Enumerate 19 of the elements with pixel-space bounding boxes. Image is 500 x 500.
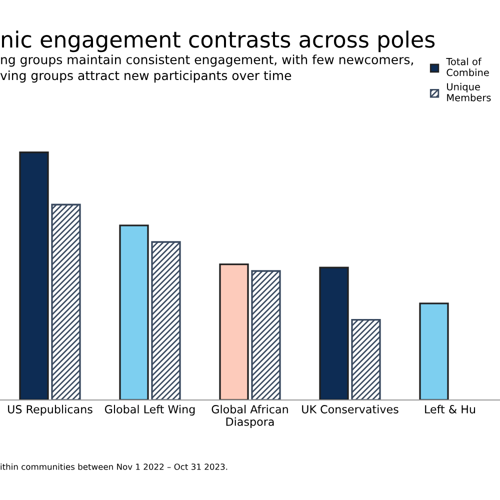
bar — [351, 318, 381, 400]
bar — [151, 241, 181, 400]
legend-label: Total of Combine — [446, 58, 489, 76]
bar — [319, 266, 349, 400]
chart-title: nic engagement contrasts across poles — [2, 30, 435, 52]
bar — [51, 204, 81, 400]
bar — [251, 270, 281, 400]
bar — [419, 302, 449, 400]
x-tick-label: US Republicans — [8, 404, 92, 416]
x-tick-label: Global African Diaspora — [212, 404, 288, 428]
bar — [19, 152, 49, 400]
text: ithin communities between Nov 1 2022 – Oct 31 2023. — [0, 463, 228, 470]
bar — [119, 224, 149, 400]
x-tick-label: UK Conservatives — [302, 404, 398, 414]
x-tick-label: Left & Hu — [425, 404, 476, 414]
chart-subtitle: ng groups maintain consistent engagement, with few newcomers, ving groups attract new participants over time — [0, 54, 413, 83]
legend-label: Unique Members — [447, 82, 491, 102]
bar — [219, 263, 249, 400]
x-tick-label: Global Left Wing — [104, 404, 195, 416]
